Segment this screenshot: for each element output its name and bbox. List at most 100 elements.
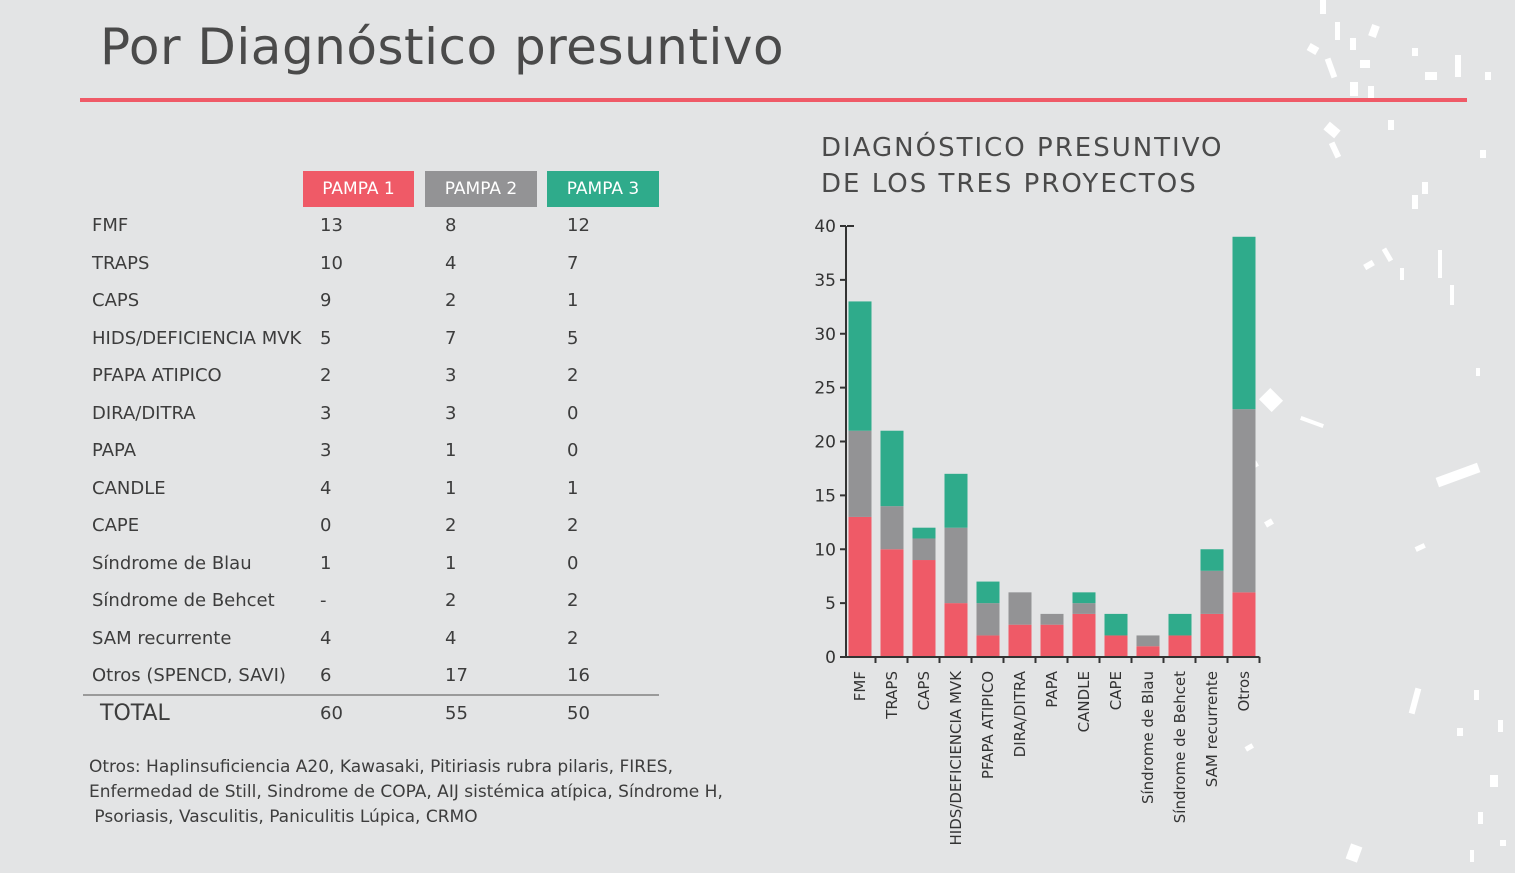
row-name: Síndrome de Behcet [92,590,275,611]
table-row: Síndrome de Blau 1 1 0 [0,552,700,589]
header-pampa-3: PAMPA 3 [547,171,659,207]
y-tick-label: 30 [814,325,836,345]
y-tick-label: 40 [814,217,836,237]
bar-segment-pampa3 [976,581,1000,604]
row-pampa2: 2 [445,590,457,611]
x-tick-label: DIRA/DITRA [1011,670,1029,757]
row-pampa2: 3 [445,365,457,386]
bar-segment-pampa1 [944,603,968,657]
row-pampa3: 1 [567,478,579,499]
row-pampa3: 5 [567,328,579,349]
table-row: Síndrome de Behcet - 2 2 [0,589,700,626]
x-tick-label: Síndrome de Behcet [1171,671,1189,823]
bar-segment-pampa2 [912,538,936,561]
y-tick-label: 25 [814,379,836,399]
bar-segment-pampa3 [944,473,968,528]
chart-title-line: DE LOS TRES PROYECTOS [821,169,1198,199]
x-tick-label: Otros [1235,671,1253,712]
row-pampa3: 16 [567,665,590,686]
y-tick-label: 15 [814,486,836,506]
row-pampa2: 2 [445,515,457,536]
table-row: FMF 13 8 12 [0,214,700,251]
row-pampa1: 2 [320,365,332,386]
chart-title-line: DIAGNÓSTICO PRESUNTIVO [821,133,1224,163]
bar-segment-pampa2 [880,506,904,550]
row-pampa1: - [320,590,327,611]
row-pampa3: 1 [567,290,579,311]
row-name: CAPS [92,290,140,311]
row-name: Síndrome de Blau [92,553,252,574]
row-pampa1: 3 [320,440,332,461]
footnote-line: Enfermedad de Still, Sindrome de COPA, A… [89,782,723,802]
row-name: HIDS/DEFICIENCIA MVK [92,328,302,349]
row-name: CAPE [92,515,140,536]
bar-segment-pampa2 [976,603,1000,636]
bar-segment-pampa1 [1008,624,1032,657]
bar-segment-pampa3 [1168,613,1192,636]
x-tick-label: CAPS [915,671,933,710]
row-pampa2: 8 [445,215,457,236]
bar-segment-pampa1 [880,549,904,657]
row-pampa2: 1 [445,478,457,499]
y-tick-label: 35 [814,271,836,291]
table-row: DIRA/DITRA 3 3 0 [0,402,700,439]
y-tick-label: 5 [825,594,836,614]
bar-segment-pampa2 [1136,635,1160,647]
bar-segment-pampa1 [1168,635,1192,657]
row-pampa3: 7 [567,253,579,274]
bar-segment-pampa2 [1200,570,1224,614]
row-pampa3: 0 [567,440,579,461]
row-pampa2: 3 [445,403,457,424]
row-pampa2: 4 [445,253,457,274]
x-tick-label: HIDS/DEFICIENCIA MVK [947,670,965,846]
bar-segment-pampa1 [1136,646,1160,657]
table-row: TRAPS 10 4 7 [0,252,700,289]
row-pampa1: 9 [320,290,332,311]
row-pampa1: 10 [320,253,343,274]
bar-segment-pampa1 [976,635,1000,657]
bar-segment-pampa3 [880,430,904,507]
bar-segment-pampa2 [848,430,872,517]
header-pampa-2: PAMPA 2 [425,171,537,207]
bar-segment-pampa1 [1104,635,1128,657]
row-pampa2: 7 [445,328,457,349]
table-row: SAM recurrente 4 4 2 [0,627,700,664]
row-pampa1: 1 [320,553,332,574]
table-total-rule [83,694,659,696]
bar-segment-pampa2 [944,527,968,604]
table-row: PFAPA ATIPICO 2 3 2 [0,364,700,401]
total-pampa1: 60 [320,703,343,724]
y-tick-label: 10 [814,540,836,560]
table-row: CAPE 0 2 2 [0,514,700,551]
x-tick-label: Síndrome de Blau [1139,671,1157,804]
table-row: Otros (SPENCD, SAVI) 6 17 16 [0,664,700,701]
chart-title: DIAGNÓSTICO PRESUNTIVO DE LOS TRES PROYE… [821,130,1224,202]
y-tick-label: 20 [814,433,836,453]
x-tick-label: PFAPA ATIPICO [979,671,997,779]
table-row: CAPS 9 2 1 [0,289,700,326]
total-pampa3: 50 [567,703,590,724]
row-name: DIRA/DITRA [92,403,196,424]
bar-segment-pampa3 [1200,549,1224,571]
row-pampa1: 4 [320,628,332,649]
row-pampa2: 1 [445,440,457,461]
row-pampa1: 5 [320,328,332,349]
x-tick-label: CANDLE [1075,671,1093,732]
bar-segment-pampa2 [1008,592,1032,625]
bar-segment-pampa1 [1040,624,1064,657]
header-pampa-1: PAMPA 1 [303,171,414,207]
y-tick-label: 0 [825,648,836,668]
row-pampa3: 12 [567,215,590,236]
row-pampa3: 2 [567,365,579,386]
x-tick-label: PAPA [1043,670,1061,707]
row-name: FMF [92,215,129,236]
x-tick-label: TRAPS [883,671,901,720]
bar-segment-pampa1 [1072,613,1096,657]
row-pampa1: 0 [320,515,332,536]
row-pampa1: 6 [320,665,332,686]
row-pampa2: 2 [445,290,457,311]
row-name: PFAPA ATIPICO [92,365,222,386]
total-label: TOTAL [100,701,170,726]
row-pampa1: 3 [320,403,332,424]
row-pampa2: 4 [445,628,457,649]
